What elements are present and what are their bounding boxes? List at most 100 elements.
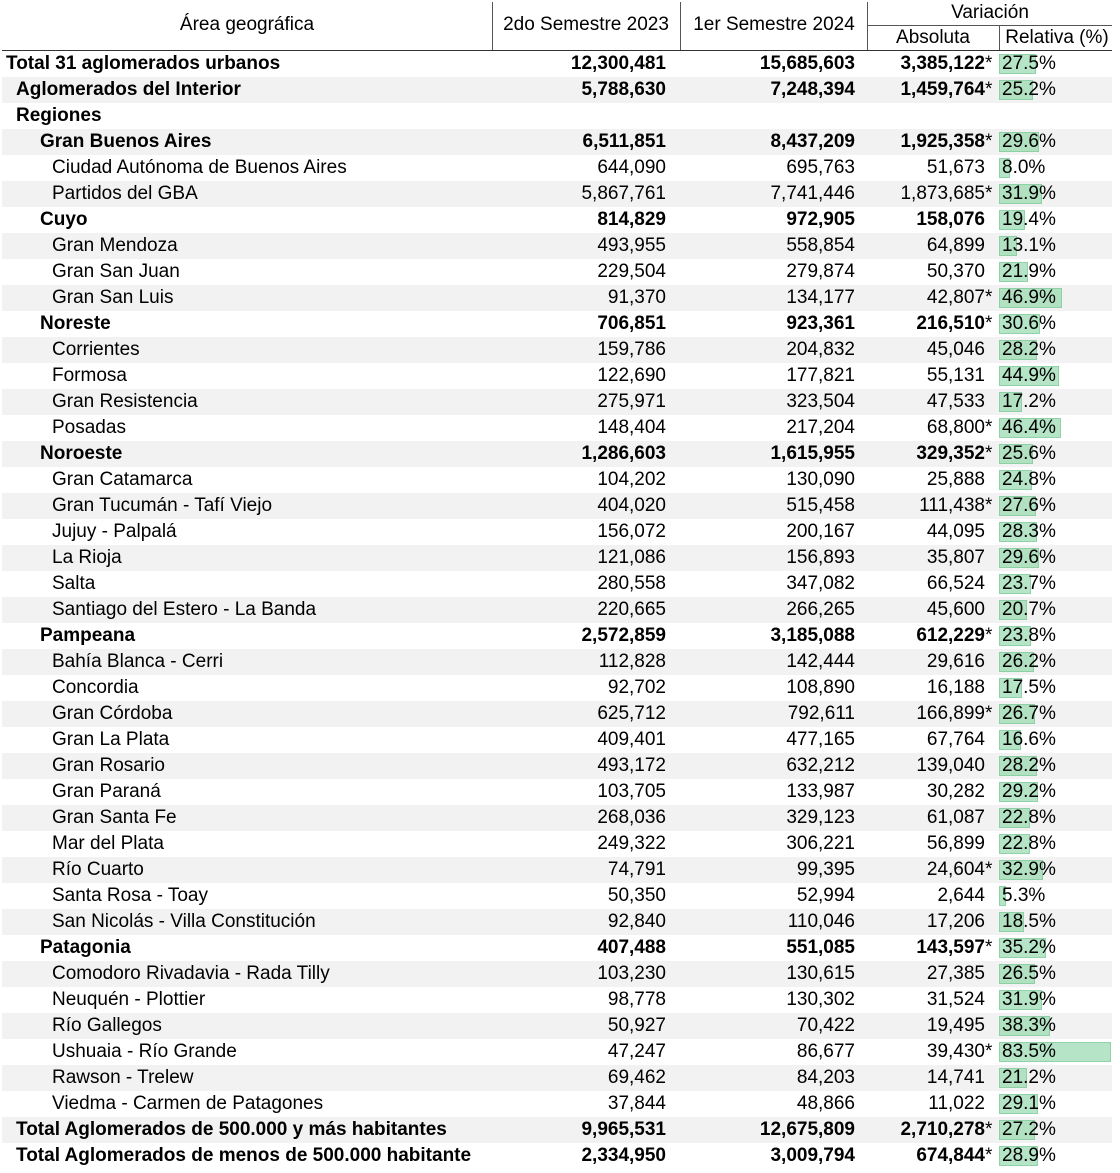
row-abs-variation: 17,206 bbox=[926, 911, 985, 932]
table-row: Noreste 706,851 923,361 216,510 * 30.6% bbox=[2, 311, 1112, 337]
table-header: Área geográfica 2do Semestre 2023 1er Se… bbox=[2, 2, 1112, 51]
row-value-2024: 347,082 bbox=[786, 573, 855, 594]
row-name: Gran Rosario bbox=[52, 755, 165, 776]
data-bar bbox=[999, 288, 1062, 308]
row-rel-variation: 28.3% bbox=[999, 519, 1111, 545]
row-value-2023: 6,511,851 bbox=[582, 131, 666, 152]
data-bar bbox=[999, 938, 1046, 958]
row-rel-variation: 17.5% bbox=[999, 675, 1111, 701]
row-name: Viedma - Carmen de Patagones bbox=[52, 1093, 324, 1114]
table-row: Partidos del GBA 5,867,761 7,741,446 1,873,… bbox=[2, 181, 1112, 207]
data-bar bbox=[999, 860, 1043, 880]
row-value-2023: 103,230 bbox=[597, 963, 666, 984]
table-row: Patagonia 407,488 551,085 143,597 * 35.2% bbox=[2, 935, 1112, 961]
data-bar bbox=[999, 496, 1036, 516]
table-row: La Rioja 121,086 156,893 35,807 29.6% bbox=[2, 545, 1112, 571]
header-relativa: Relativa (%) bbox=[1005, 27, 1109, 48]
row-value-2024: 130,302 bbox=[786, 989, 855, 1010]
row-abs-variation: 27,385 bbox=[926, 963, 985, 984]
row-rel-text: 38.3% bbox=[1002, 1015, 1056, 1036]
table-row: Río Cuarto 74,791 99,395 24,604 * 32.9% bbox=[2, 857, 1112, 883]
row-rel-variation: 31.9% bbox=[999, 181, 1111, 207]
header-col1: 2do Semestre 2023 bbox=[503, 14, 669, 35]
row-value-2024: 923,361 bbox=[786, 313, 855, 334]
table-row: Formosa 122,690 177,821 55,131 44.9% bbox=[2, 363, 1112, 389]
table-row: Gran Catamarca 104,202 130,090 25,888 24.8% bbox=[2, 467, 1112, 493]
table-row: Gran Tucumán - Tafí Viejo 404,020 515,458 1… bbox=[2, 493, 1112, 519]
row-abs-variation: 61,087 bbox=[926, 807, 985, 828]
row-rel-variation: 46.4% bbox=[999, 415, 1111, 441]
table-row: Ushuaia - Río Grande 47,247 86,677 39,430 * 8… bbox=[2, 1039, 1112, 1065]
row-rel-variation: 44.9% bbox=[999, 363, 1111, 389]
data-bar bbox=[999, 886, 1006, 906]
row-name: Posadas bbox=[52, 417, 126, 438]
data-bar bbox=[999, 626, 1031, 646]
data-bar bbox=[999, 912, 1024, 932]
row-rel-variation: 16.6% bbox=[999, 727, 1111, 753]
row-abs-variation: 39,430 bbox=[926, 1041, 985, 1062]
row-value-2024: 110,046 bbox=[787, 911, 855, 932]
row-value-2023: 5,867,761 bbox=[581, 183, 666, 204]
data-bar bbox=[999, 340, 1037, 360]
row-rel-variation: 46.9% bbox=[999, 285, 1111, 311]
row-value-2023: 103,705 bbox=[597, 781, 666, 802]
row-value-2024: 306,221 bbox=[786, 833, 855, 854]
row-rel-text: 25.6% bbox=[1002, 443, 1056, 464]
data-bar bbox=[999, 366, 1059, 386]
data-bar bbox=[999, 392, 1022, 412]
row-value-2023: 159,786 bbox=[597, 339, 666, 360]
row-rel-variation: 19.4% bbox=[999, 207, 1111, 233]
row-value-2023: 122,690 bbox=[597, 365, 666, 386]
table-row: Aglomerados del Interior 5,788,630 7,248,3… bbox=[2, 77, 1112, 103]
row-rel-text: 17.2% bbox=[1002, 391, 1056, 412]
row-name: Ushuaia - Río Grande bbox=[52, 1041, 237, 1062]
row-name: Partidos del GBA bbox=[52, 183, 198, 204]
row-rel-variation: 8.0% bbox=[999, 155, 1111, 181]
row-rel-text: 23.7% bbox=[1002, 573, 1056, 594]
row-value-2024: 84,203 bbox=[796, 1067, 855, 1088]
table-row: Gran Buenos Aires 6,511,851 8,437,209 1,925… bbox=[2, 129, 1112, 155]
row-name: Mar del Plata bbox=[52, 833, 164, 854]
row-rel-text: 25.2% bbox=[1002, 79, 1056, 100]
row-value-2024: 204,832 bbox=[786, 339, 855, 360]
row-significance-mark: * bbox=[985, 443, 993, 464]
row-rel-text: 27.2% bbox=[1002, 1119, 1056, 1140]
row-rel-text: 22.8% bbox=[1002, 807, 1056, 828]
row-abs-variation: 31,524 bbox=[926, 989, 985, 1010]
row-value-2023: 280,558 bbox=[597, 573, 666, 594]
row-value-2023: 5,788,630 bbox=[581, 79, 666, 100]
row-value-2023: 50,350 bbox=[607, 885, 666, 906]
row-value-2023: 249,322 bbox=[597, 833, 666, 854]
row-rel-text: 26.2% bbox=[1002, 651, 1056, 672]
row-value-2024: 48,866 bbox=[796, 1093, 855, 1114]
row-value-2024: 632,212 bbox=[786, 755, 855, 776]
row-value-2024: 279,874 bbox=[786, 261, 855, 282]
row-value-2023: 493,172 bbox=[597, 755, 666, 776]
row-abs-variation: 30,282 bbox=[926, 781, 985, 802]
row-rel-text: 35.2% bbox=[1002, 937, 1056, 958]
table-row: Salta 280,558 347,082 66,524 23.7% bbox=[2, 571, 1112, 597]
row-name: Comodoro Rivadavia - Rada Tilly bbox=[52, 963, 330, 984]
row-rel-variation: 20.7% bbox=[999, 597, 1111, 623]
row-rel-variation: 5.3% bbox=[999, 883, 1111, 909]
row-significance-mark: * bbox=[985, 937, 993, 958]
data-bar bbox=[999, 470, 1032, 490]
row-rel-text: 28.9% bbox=[1002, 1145, 1056, 1166]
row-name: Gran Mendoza bbox=[52, 235, 178, 256]
table-row: Gran Rosario 493,172 632,212 139,040 28.2% bbox=[2, 753, 1112, 779]
row-rel-text: 31.9% bbox=[1002, 989, 1056, 1010]
table-row: Noroeste 1,286,603 1,615,955 329,352 * 25.6% bbox=[2, 441, 1112, 467]
row-name: La Rioja bbox=[52, 547, 122, 568]
table-row: Bahía Blanca - Cerri 112,828 142,444 29,616… bbox=[2, 649, 1112, 675]
row-rel-text: 13.1% bbox=[1002, 235, 1056, 256]
row-value-2023: 74,791 bbox=[607, 859, 666, 880]
data-bar bbox=[999, 678, 1022, 698]
row-name: Noreste bbox=[40, 313, 111, 334]
data-bar bbox=[999, 80, 1033, 100]
table-row: Posadas 148,404 217,204 68,800 * 46.4% bbox=[2, 415, 1112, 441]
data-bar bbox=[999, 1094, 1038, 1114]
row-value-2024: 792,611 bbox=[787, 703, 855, 724]
row-rel-variation: 17.2% bbox=[999, 389, 1111, 415]
row-abs-variation: 1,459,764 bbox=[900, 79, 985, 100]
row-value-2024: 7,248,394 bbox=[770, 79, 855, 100]
